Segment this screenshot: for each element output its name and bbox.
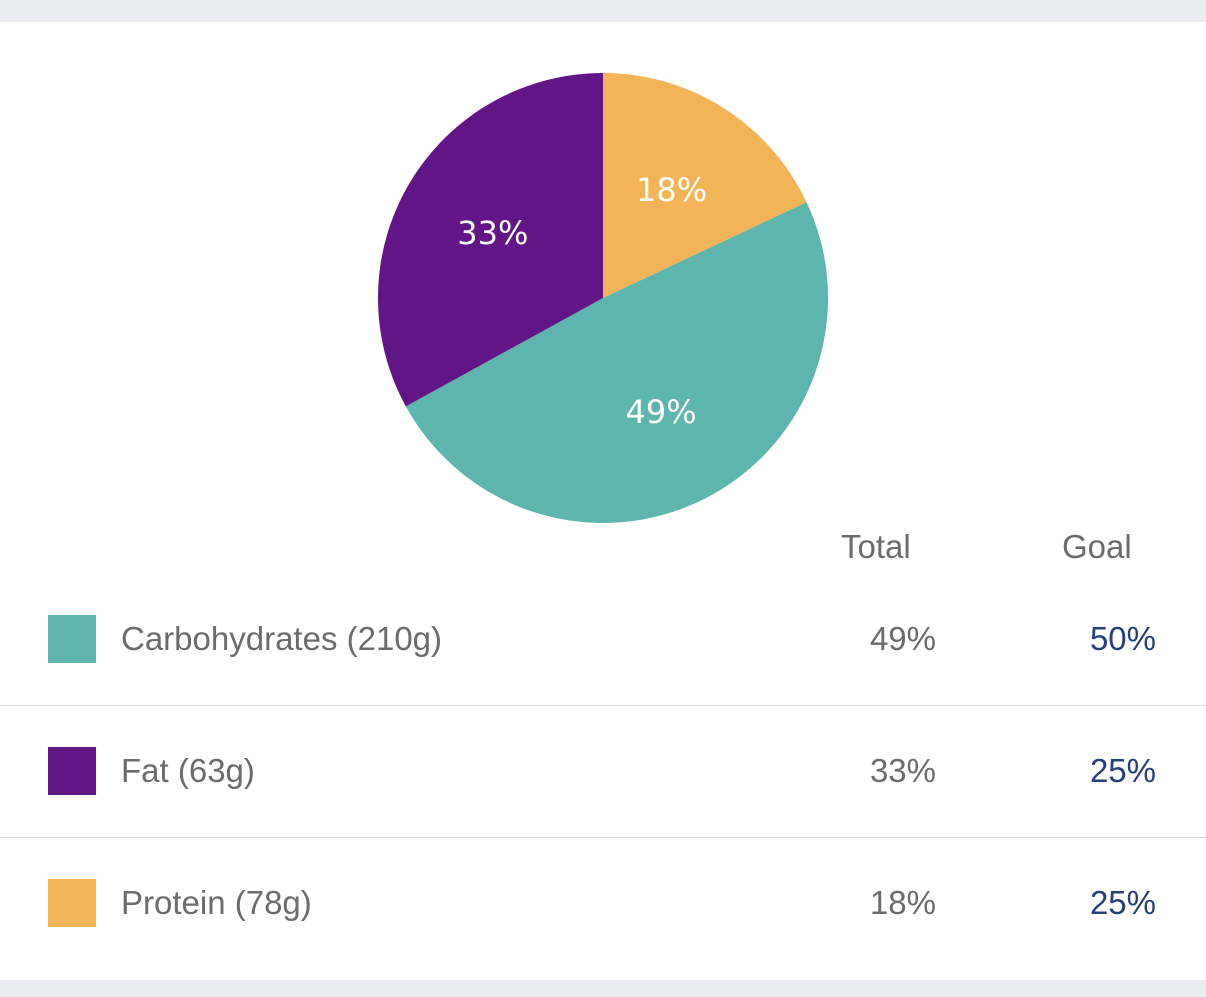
protein-color-swatch xyxy=(48,879,96,927)
total-column-header: Total xyxy=(841,528,911,565)
goal-value[interactable]: 25% xyxy=(1089,884,1156,921)
table-row-fat: Fat (63g) 33% 25% xyxy=(0,705,1206,838)
macronutrient-pie-chart: 18% 49% 33% xyxy=(377,73,828,523)
nutrient-label: Fat (63g) xyxy=(121,752,255,789)
pie-label-protein: 18% xyxy=(636,171,707,209)
total-value: 18% xyxy=(869,884,936,921)
goal-value[interactable]: 25% xyxy=(1089,752,1156,789)
nutrient-label: Protein (78g) xyxy=(121,884,312,921)
pie-label-fat: 33% xyxy=(457,214,528,252)
pie-slice-fat xyxy=(377,73,603,407)
macronutrients-card: 18% 49% 33% Total Goal Carbohydrates (210g… xyxy=(0,22,1206,980)
pie-label-carbohydrates: 49% xyxy=(626,393,697,431)
table-row-carbohydrates: Carbohydrates (210g) 49% 50% xyxy=(0,573,1206,706)
pie-slice-protein xyxy=(603,73,807,298)
table-row-protein: Protein (78g) 18% 25% xyxy=(0,837,1206,969)
fat-color-swatch xyxy=(48,747,96,795)
carbohydrates-color-swatch xyxy=(48,615,96,663)
pie-slice-carbohydrates xyxy=(405,202,828,523)
total-value: 49% xyxy=(869,620,936,657)
total-value: 33% xyxy=(869,752,936,789)
nutrient-label: Carbohydrates (210g) xyxy=(121,620,443,657)
goal-column-header: Goal xyxy=(1062,528,1132,565)
goal-value[interactable]: 50% xyxy=(1089,620,1156,657)
